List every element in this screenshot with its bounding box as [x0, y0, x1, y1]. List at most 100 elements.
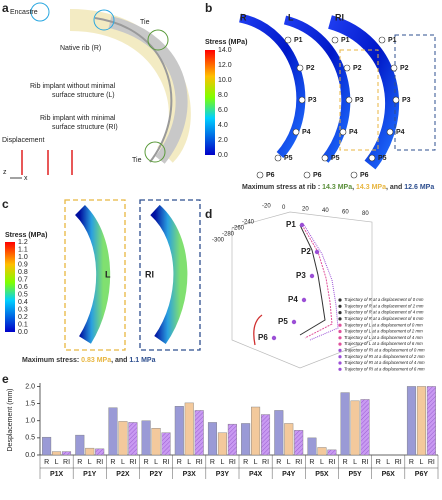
x-tick-label: 80 — [362, 211, 369, 217]
point-marker — [345, 96, 353, 104]
caption-part: 14.3 MPa — [322, 184, 352, 191]
colorbar-tick: 2.0 — [218, 137, 228, 144]
point-marker — [274, 154, 282, 162]
rib-r — [94, 17, 173, 163]
caption-part: Maximum stress at rib : — [242, 184, 322, 191]
series-label: R — [110, 459, 115, 466]
series-label: RI — [395, 459, 402, 466]
series-label: L — [220, 459, 224, 466]
point-marker — [392, 96, 400, 104]
label: Encastre — [10, 9, 38, 16]
bar — [340, 392, 350, 456]
legend-label: Trajectory of R at a displacement of 6 m… — [344, 316, 424, 321]
panel-label: c — [2, 197, 9, 211]
x-tick-label: P1X — [50, 471, 64, 478]
legend-marker — [338, 311, 342, 315]
point-label: P2 — [301, 247, 311, 256]
point-marker — [309, 273, 315, 279]
rib-model — [327, 15, 399, 170]
rib-model — [283, 15, 351, 163]
bar — [294, 430, 304, 456]
label: Rib implant with minimal — [40, 115, 116, 122]
x-tick-label: P1Y — [83, 471, 97, 478]
point-marker — [284, 36, 292, 44]
y-tick-label: 1.0 — [25, 418, 35, 425]
series-label: RI — [196, 459, 203, 466]
panel-b: b Stress (MPa) 14.0 12.0 10.0 8.0 6.0 4.0 2.0 0… — [205, 1, 436, 191]
legend-label: Trajectory of L at a displacement of 6 m… — [344, 341, 423, 346]
point-label: P4 — [302, 129, 311, 136]
y-tick-label: -240 — [242, 220, 255, 226]
colorbar-tick: 12.0 — [218, 62, 232, 69]
series-label: RI — [295, 459, 302, 466]
x-tick-label: P5X — [315, 471, 329, 478]
legend-label: Trajectory of L at a displacement of 0 m… — [344, 322, 423, 327]
point-label: P4 — [396, 129, 405, 136]
y-tick-label: 2.0 — [25, 383, 35, 390]
legend-marker — [338, 298, 342, 302]
series-label: L — [88, 459, 92, 466]
colorbar-tick: 8.0 — [218, 92, 228, 99]
x-tick-label: P2Y — [149, 471, 163, 478]
y-axis-title: Desplacement (mm) — [7, 388, 14, 451]
colorbar-tick: 0.2 — [18, 314, 28, 321]
y-tick-label: 0.5 — [25, 435, 35, 442]
x-tick-label: 0 — [282, 205, 286, 211]
point-label: P1 — [286, 220, 296, 229]
series-label: L — [419, 459, 423, 466]
point-marker — [301, 297, 307, 303]
legend-marker — [338, 317, 342, 321]
bar — [284, 423, 294, 456]
series-label: RI — [428, 459, 435, 466]
panel-a: a Encastre Tie Tie Native rib (R) Rib im… — [2, 1, 191, 182]
caption: Maximum stress: 0.83 MPa, and 1.1 MPa — [22, 357, 156, 364]
tie-ring — [147, 29, 169, 51]
bar — [207, 422, 217, 456]
legend-label: Trajectory of R at a displacement of 2 m… — [344, 303, 424, 308]
bar — [360, 399, 370, 456]
point-marker — [303, 171, 311, 179]
colorbar-title: Stress (MPa) — [205, 39, 247, 46]
series-label: RI — [129, 459, 136, 466]
colorbar-tick: 0.6 — [18, 284, 28, 291]
rib-model — [74, 205, 111, 344]
legend-marker — [338, 342, 342, 346]
bar — [161, 432, 171, 456]
caption-part: 14.3 MPa — [356, 184, 386, 191]
colorbar-tick: 0.0 — [218, 152, 228, 159]
caption-part: , and — [386, 184, 404, 191]
legend-marker — [338, 361, 342, 365]
model-label: R — [240, 12, 247, 22]
x-tick-label: 40 — [322, 208, 329, 214]
y-tick-label: 1.5 — [25, 400, 35, 407]
label: Native rib (R) — [60, 45, 101, 52]
series-label: R — [44, 459, 49, 466]
point-label: P6 — [258, 333, 268, 342]
series-label: RI — [362, 459, 369, 466]
encastre-ring — [30, 2, 50, 22]
panel-e: e Desplacement (mm) 0.00.51.01.52.0R L RIP… — [2, 372, 439, 479]
point-label: P3 — [296, 271, 306, 280]
caption-part: , and — [111, 357, 129, 364]
series-label: L — [55, 459, 59, 466]
label: surface structure (L) — [52, 92, 115, 99]
panel-label: d — [205, 207, 212, 221]
series-label: R — [409, 459, 414, 466]
bar — [62, 451, 72, 456]
model-label: L — [288, 12, 294, 22]
x-tick-label: P4Y — [282, 471, 296, 478]
series-label: R — [376, 459, 381, 466]
bar — [416, 386, 426, 456]
x-tick-label: P4X — [249, 471, 263, 478]
colorbar — [5, 242, 15, 332]
label: Displacement — [2, 137, 44, 144]
bar — [95, 448, 105, 456]
y-tick-label: 0.0 — [25, 452, 35, 459]
legend-label: Trajectory of L at a displacement of 4 m… — [344, 335, 423, 340]
bar — [261, 414, 271, 456]
colorbar-tick: 0.1 — [18, 321, 28, 328]
legend-label: Trajectory of RI at a displacement of 6 … — [344, 366, 425, 371]
legend-label: Trajectory of RI at a displacement of 4 … — [344, 360, 425, 365]
series-label: RI — [63, 459, 70, 466]
series-label: R — [276, 459, 281, 466]
